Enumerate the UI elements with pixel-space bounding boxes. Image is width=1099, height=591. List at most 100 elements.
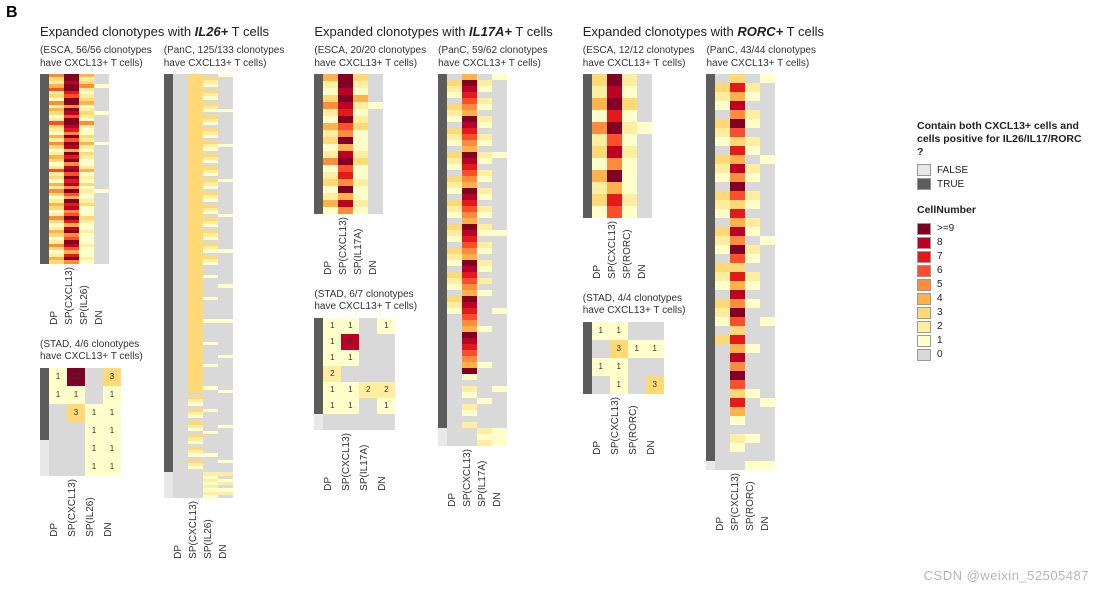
table-row: 11: [49, 440, 121, 458]
anno-column: [706, 74, 715, 470]
x-axis-label: SP(IL17A): [353, 217, 368, 275]
anno-cell: [583, 182, 592, 194]
heatmap-grid: 1323111311111111: [49, 368, 121, 476]
anno-cell: [706, 254, 715, 263]
heatmap: (PanC, 125/133 clonotypeshave CXCL13+ T …: [164, 45, 285, 559]
heatmap-cell: [715, 92, 730, 101]
anno-cell: [583, 322, 592, 340]
table-row: [592, 182, 652, 194]
heatmap-cell: [760, 110, 775, 119]
anno-cell: [706, 182, 715, 191]
heatmap-cell: 1: [323, 318, 341, 334]
legend-label: 4: [937, 293, 943, 304]
heatmap-cell: [646, 358, 664, 376]
heatmap-group: Expanded clonotypes with RORC+ T cells(E…: [583, 24, 824, 559]
table-row: [447, 440, 507, 446]
heatmap-cell: [760, 308, 775, 317]
heatmap-cell: [323, 123, 338, 130]
table-row: [715, 218, 775, 227]
heatmap-cell: [745, 452, 760, 461]
heatmap-cell: [323, 74, 338, 81]
heatmap-cell: [323, 207, 338, 214]
anno-cell: [706, 290, 715, 299]
heatmap-cell: [745, 308, 760, 317]
heatmap-cell: [730, 101, 745, 110]
x-axis-label: SP(RORC): [628, 397, 646, 455]
heatmap-cell: [730, 425, 745, 434]
table-row: 11: [49, 458, 121, 476]
x-axis-label: DP: [323, 433, 341, 491]
heatmap-cell: [745, 416, 760, 425]
heatmap-cell: [745, 218, 760, 227]
legend-label: 6: [937, 265, 943, 276]
x-axis-label: DN: [103, 479, 121, 537]
heatmap-cell: [338, 207, 353, 214]
heatmap-cell: [592, 158, 607, 170]
heatmap-cell: [67, 422, 85, 440]
table-row: [592, 158, 652, 170]
anno-cell: [706, 344, 715, 353]
heatmap-cell: [368, 158, 383, 165]
heatmap-cell: [715, 101, 730, 110]
heatmap-cell: [745, 344, 760, 353]
heatmap-cell: [338, 172, 353, 179]
anno-cell: [314, 165, 323, 172]
heatmap-cell: [760, 452, 775, 461]
heatmap-cell: 1: [85, 404, 103, 422]
legend-item: 4: [917, 293, 1087, 305]
legend-item: 8: [917, 237, 1087, 249]
heatmap-cell: [715, 443, 730, 452]
heatmap-cell: [637, 98, 652, 110]
legend-label: 7: [937, 251, 943, 262]
anno-cell: [706, 317, 715, 326]
heatmap-cell: 1: [323, 398, 341, 414]
heatmap-cell: 1: [610, 358, 628, 376]
heatmap-cell: [323, 116, 338, 123]
anno-cell: [314, 350, 323, 366]
anno-column: [583, 322, 592, 394]
heatmap-cell: [730, 218, 745, 227]
group-title: Expanded clonotypes with IL26+ T cells: [40, 24, 284, 39]
heatmap-cell: [760, 299, 775, 308]
heatmap-cell: [592, 376, 610, 394]
x-axis-labels: DPSP(CXCL13)SP(RORC)DN: [592, 397, 695, 455]
heatmap-cell: [715, 326, 730, 335]
heatmap-cell: [49, 404, 67, 422]
table-row: 2: [323, 366, 395, 382]
x-axis-label: SP(IL17A): [477, 449, 492, 507]
heatmap-cell: [377, 334, 395, 350]
heatmap-cell: [607, 122, 622, 134]
heatmap-cell: [607, 134, 622, 146]
legend-swatch: [917, 321, 931, 333]
x-axis-labels: DPSP(CXCL13)SP(IL26)DN: [49, 267, 152, 325]
heatmap-cell: [622, 86, 637, 98]
heatmap-cell: 1: [323, 334, 341, 350]
heatmap-cell: [353, 186, 368, 193]
table-row: [323, 186, 383, 193]
heatmap-cell: [628, 358, 646, 376]
anno-cell: [583, 98, 592, 110]
anno-cell: [706, 110, 715, 119]
heatmap-caption: (STAD, 6/7 clonotypeshave CXCL13+ T cell…: [314, 289, 426, 314]
heatmap-cell: 3: [67, 404, 85, 422]
heatmap: (STAD, 4/4 clonotypeshave CXCL13+ T cell…: [583, 293, 695, 455]
table-row: [715, 380, 775, 389]
heatmap-cell: 3: [103, 368, 121, 386]
legend-label: FALSE: [937, 165, 968, 176]
heatmap-cell: [492, 440, 507, 446]
heatmap-cell: [760, 389, 775, 398]
heatmap-cell: [730, 281, 745, 290]
legend-item: 7: [917, 251, 1087, 263]
anno-cell: [40, 260, 49, 263]
heatmap-cell: [715, 164, 730, 173]
heatmap-cell: 1: [103, 458, 121, 476]
anno-cell: [706, 461, 715, 470]
table-row: [323, 179, 383, 186]
heatmap-cell: [368, 172, 383, 179]
heatmap-grid: [715, 74, 775, 470]
legend-label: 2: [937, 321, 943, 332]
anno-cell: [314, 123, 323, 130]
heatmap-cell: [592, 74, 607, 86]
heatmap-cell: [715, 299, 730, 308]
x-axis-label: DN: [492, 449, 507, 507]
